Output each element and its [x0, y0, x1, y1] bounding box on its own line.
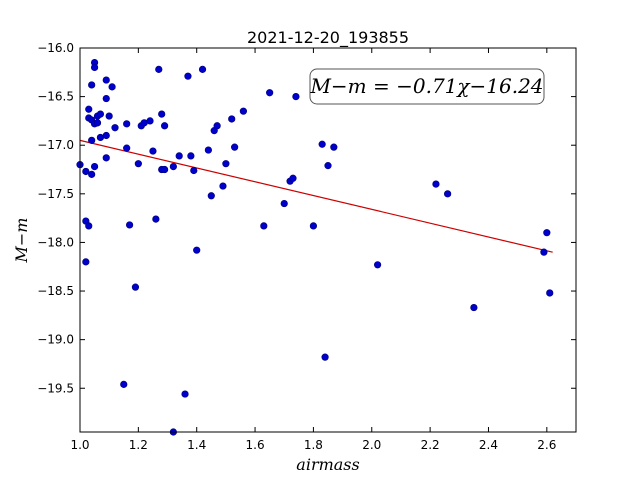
data-point: [93, 119, 102, 127]
y-tick-label: −18.0: [37, 235, 74, 249]
data-point: [88, 81, 96, 89]
data-point: [432, 180, 440, 188]
y-tick-label: −19.0: [37, 333, 74, 347]
data-point: [131, 283, 140, 291]
data-point: [102, 154, 110, 162]
data-point: [266, 89, 274, 97]
data-point: [96, 110, 105, 118]
data-point: [207, 192, 215, 200]
data-point: [309, 222, 318, 230]
data-point: [161, 122, 169, 130]
data-point: [175, 152, 183, 160]
data-point: [102, 131, 110, 140]
data-point: [88, 136, 96, 144]
data-point: [193, 246, 201, 254]
data-point: [213, 122, 221, 130]
data-point: [123, 144, 131, 152]
data-point: [184, 72, 192, 80]
data-point: [470, 303, 478, 312]
x-tick-label: 2.0: [362, 438, 381, 452]
data-point: [324, 162, 332, 170]
data-point: [321, 353, 329, 361]
data-point: [85, 105, 93, 113]
data-point: [120, 380, 128, 388]
data-point: [82, 258, 90, 266]
data-point: [134, 160, 142, 168]
data-point: [228, 115, 236, 123]
data-point: [85, 222, 93, 230]
data-point: [318, 140, 326, 148]
x-tick-label: 1.2: [129, 438, 148, 452]
data-point: [198, 65, 207, 73]
x-tick-label: 2.4: [479, 438, 498, 452]
fit-line: [79, 139, 553, 253]
annotation-frame: [309, 68, 545, 105]
x-tick-label: 2.2: [421, 438, 440, 452]
axis-ticks: 1.0 1.2 1.4 1.6 1.8 2.0 2.2 2.4 2.6 −16.0 −16.5 −17…: [37, 41, 576, 452]
data-point: [90, 63, 99, 72]
data-point: [111, 124, 119, 132]
data-point: [239, 107, 247, 115]
plot-frame: [79, 47, 577, 433]
data-point: [155, 65, 163, 73]
data-point: [330, 143, 338, 151]
x-tick-label: 1.6: [246, 438, 265, 452]
data-point: [169, 163, 177, 171]
y-tick-label: −16.0: [37, 41, 74, 55]
data-point: [108, 83, 116, 91]
data-point: [149, 147, 157, 155]
x-tick-label: 1.0: [70, 438, 89, 452]
data-point: [190, 166, 198, 175]
x-axis-label: airmass: [296, 455, 359, 474]
data-point: [158, 110, 166, 118]
data-point: [540, 248, 548, 256]
data-point: [90, 163, 99, 171]
data-point: [219, 182, 227, 190]
data-point: [280, 199, 288, 208]
data-point: [187, 152, 195, 160]
data-point: [289, 174, 297, 182]
y-tick-label: −17.0: [37, 138, 74, 152]
data-point: [126, 221, 134, 229]
data-point: [181, 390, 189, 398]
data-point: [444, 190, 452, 198]
data-point: [102, 94, 110, 103]
data-point: [82, 167, 90, 176]
y-tick-label: −19.5: [37, 381, 74, 395]
y-tick-label: −17.5: [37, 187, 74, 201]
data-point: [105, 112, 113, 120]
data-point: [204, 146, 212, 154]
x-tick-label: 1.4: [187, 438, 206, 452]
data-points-layer: [76, 58, 554, 436]
data-point: [546, 289, 554, 297]
data-point: [292, 93, 300, 101]
data-point: [123, 120, 131, 128]
data-point: [231, 143, 239, 151]
fit-line-layer: [79, 139, 553, 253]
data-point: [146, 117, 154, 125]
data-point: [102, 76, 110, 84]
data-point: [161, 165, 169, 174]
fit-annotation-box: M−m = −0.71χ−16.24: [309, 68, 545, 105]
y-axis-label: M−m: [12, 218, 31, 264]
x-tick-label: 1.8: [304, 438, 323, 452]
fit-equation: M−m = −0.71χ−16.24: [309, 74, 543, 98]
y-tick-label: −16.5: [37, 90, 74, 104]
data-point: [374, 261, 382, 269]
data-point: [152, 215, 160, 223]
y-tick-label: −18.5: [37, 284, 74, 298]
data-point: [260, 222, 268, 230]
data-point: [88, 170, 96, 178]
chart-title: 2021-12-20_193855: [247, 28, 409, 48]
data-point: [222, 160, 230, 168]
x-tick-label: 2.6: [537, 438, 556, 452]
data-point: [543, 229, 551, 237]
